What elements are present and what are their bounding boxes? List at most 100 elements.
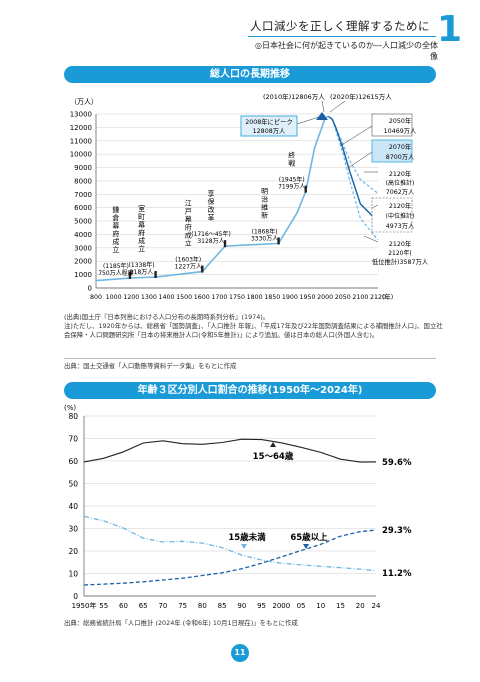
label-65-plus: 65歳以上 — [290, 532, 328, 543]
x-tick-label: 2120 — [370, 294, 386, 301]
x-axis-unit: (年) — [382, 292, 393, 301]
x-tick-label: 85 — [218, 602, 227, 610]
y-tick-label: 4000 — [74, 231, 92, 239]
series-line-65-plus — [83, 529, 377, 586]
peak-label: 2008年にピーク — [245, 117, 293, 126]
label-2120-high-value: 7062万人 — [386, 188, 415, 196]
y-axis-label: （万人） — [70, 98, 98, 106]
x-tick-label: 1850 — [264, 294, 280, 301]
chart1-note-source: (出典)国土庁『日本列島における人口分布の長期時系列分析』(1974)。 — [64, 313, 270, 321]
event-label: 戦 — [288, 159, 295, 168]
y-tick-label: 13000 — [70, 111, 92, 119]
chart1-note-detail: 注)ただし、1920年からは、総務省「国勢調査」、「人口推計 年報」、「平成17… — [64, 322, 443, 339]
event-marker — [304, 185, 307, 193]
x-tick-label: 80 — [198, 602, 207, 610]
event-value: 7199万人 — [278, 184, 305, 191]
x-tick-label: 1900 — [282, 294, 298, 301]
peak-marker — [316, 112, 328, 120]
y-tick-label: 50 — [68, 480, 78, 489]
event-year: (1868年) — [252, 227, 278, 235]
label-box-2070 — [371, 139, 413, 163]
y-tick-label: 5000 — [74, 218, 92, 226]
y-tick-label: 10000 — [70, 151, 92, 159]
x-tick-label: 1800 — [247, 294, 263, 301]
y-tick-label: 11000 — [70, 137, 92, 145]
x-tick-label: 70 — [158, 602, 167, 610]
event-marker — [223, 240, 227, 248]
series-line-high — [331, 118, 379, 194]
label-2010: (2010年)12806万人 — [263, 92, 325, 101]
event-marker — [154, 271, 157, 279]
x-tick-label: 20 — [356, 602, 365, 610]
label-2120-high-kind: (高位推計) — [386, 179, 415, 187]
leader-line — [363, 235, 379, 243]
x-tick-label: 55 — [99, 602, 108, 610]
y-tick-label: 1000 — [74, 271, 92, 279]
event-label: 幕 — [138, 220, 145, 229]
y-tick-label: 40 — [68, 502, 78, 511]
y-tick-label: 9000 — [74, 164, 92, 172]
x-tick-label: 65 — [139, 602, 148, 610]
x-tick-label: 95 — [257, 602, 266, 610]
chart2-banner: 年齢３区分別人口割合の推移(1950年〜2024年) — [64, 382, 436, 399]
x-tick-label: 10 — [316, 602, 325, 610]
x-tick-label: 2000 — [317, 294, 333, 301]
y-tick-label: 0 — [73, 592, 78, 601]
event-label: 鎌 — [112, 205, 119, 214]
x-tick-label: 1950 — [299, 294, 315, 301]
chapter-title: 人口減少を正しく理解するために — [250, 19, 430, 33]
label-2120-low-kind: 2120年( — [388, 249, 412, 257]
leader-line — [371, 204, 379, 209]
x-tick-label: 90 — [237, 602, 246, 610]
event-label: 享 — [208, 189, 215, 198]
chart1-source: 出典：国土交通省「人口動態等資料データ集」をもとに作成 — [64, 362, 237, 370]
label-2120-mid-value: 4973万人 — [386, 222, 415, 230]
event-label: 終 — [288, 151, 295, 160]
label-box-mid — [371, 197, 413, 233]
leader-line — [321, 100, 325, 113]
y-tick-label: 12000 — [70, 124, 92, 132]
peak-box — [240, 115, 298, 137]
event-marker — [277, 237, 280, 245]
label-2050-value: 10469万人 — [384, 127, 417, 135]
chapter-subtitle: ◎日本社会に何が起きているのか―人口減少の全体像 — [255, 41, 438, 61]
event-label: 維 — [261, 202, 268, 211]
event-label: 立 — [185, 239, 192, 248]
event-label: 幕 — [185, 215, 192, 224]
event-marker — [201, 265, 204, 273]
y-tick-label: 30 — [68, 525, 78, 534]
event-label: 府 — [185, 223, 192, 232]
label-2120-low-value: 低位推計)3587万人 — [372, 257, 429, 266]
y-tick-label: 60 — [68, 457, 78, 466]
x-tick-label: 1300 — [141, 294, 157, 301]
x-tick-label: 1000 — [106, 294, 122, 301]
event-label: 成 — [185, 231, 192, 240]
y-tick-label: 20 — [68, 547, 78, 556]
x-tick-label: 1700 — [211, 294, 227, 301]
x-tick-label: 1950年 — [72, 601, 97, 610]
end-label-working-age: 59.6% — [382, 458, 412, 468]
peak-value: 12808万人 — [253, 127, 286, 135]
event-label: 戸 — [185, 208, 192, 216]
event-label: 成 — [138, 236, 145, 245]
x-tick-label: 2050 — [335, 294, 351, 301]
label-marker — [241, 544, 247, 549]
event-value: 750万人程度 — [98, 269, 133, 277]
x-tick-label: 24 — [372, 602, 381, 610]
event-label: 町 — [138, 213, 145, 221]
event-label: 幕 — [112, 221, 119, 230]
y-tick-label: 70 — [68, 435, 78, 444]
event-label: 府 — [112, 229, 119, 238]
event-year: (1185年) — [103, 262, 129, 270]
leader-line — [296, 115, 323, 125]
label-2020: (2020年)12615万人 — [330, 92, 392, 101]
event-label: 立 — [112, 245, 119, 254]
y-tick-label: 10 — [68, 570, 78, 579]
series-line-projection — [328, 116, 379, 222]
event-label: 府 — [138, 228, 145, 237]
event-label: 改 — [208, 205, 215, 214]
y-tick-label: 2000 — [74, 258, 92, 266]
age-ratio-chart: (%) 0 10 20 30 40 50 60 70 80 1950年 55 60 65 70 75 80 85 9… — [64, 404, 412, 610]
series-line-working-age — [83, 438, 377, 463]
leader-line — [347, 151, 373, 169]
